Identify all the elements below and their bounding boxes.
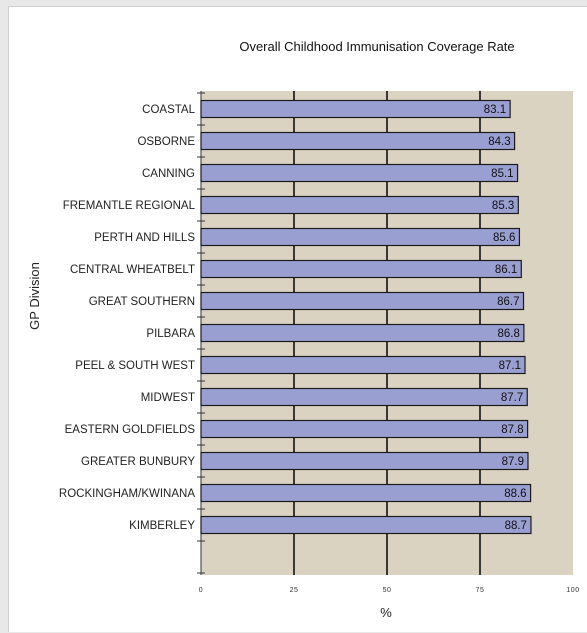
data-label: 88.7 [505,520,527,532]
bar-chart: Overall Childhood Immunisation Coverage … [27,39,579,620]
category-label: COASTAL [142,104,195,116]
x-tick-label: 100 [566,587,579,594]
x-tick-label: 25 [290,587,299,594]
bar [200,99,511,119]
bar [200,163,519,183]
data-label: 87.9 [502,456,524,468]
data-label: 85.1 [491,168,513,180]
category-label: PILBARA [146,328,195,340]
plot-area: COASTAL 83.1 OSBORNE 84.3 CANNING 85.1 FREMANT… [59,91,579,594]
data-label: 86.8 [498,328,520,340]
bar [200,291,525,311]
data-label: 88.6 [504,488,526,500]
x-tick-label: 50 [383,587,392,594]
chart-title: Overall Childhood Immunisation Coverage … [239,39,514,54]
data-label: 86.1 [495,264,517,276]
bar [200,419,529,439]
bar [200,259,522,279]
data-label: 87.7 [501,392,523,404]
bar [200,195,519,215]
y-axis-title: GP Division [27,262,42,330]
data-label: 86.7 [497,296,519,308]
x-tick-label: 0 [199,587,203,594]
x-tick-label: 75 [476,587,485,594]
category-label: KIMBERLEY [129,520,195,532]
bar [200,131,516,151]
chart-panel: Overall Childhood Immunisation Coverage … [8,6,587,632]
category-label: OSBORNE [137,136,195,148]
category-label: GREATER BUNBURY [81,456,195,468]
bar [200,451,529,471]
category-label: GREAT SOUTHERN [89,296,195,308]
data-label: 85.3 [492,200,514,212]
category-label: CANNING [142,168,195,180]
bar [200,227,521,247]
x-axis-title: % [380,605,392,620]
category-label: FREMANTLE REGIONAL [63,200,196,212]
bar [200,515,532,535]
data-label: 85.6 [493,232,515,244]
bar [200,483,532,503]
category-label: EASTERN GOLDFIELDS [65,424,196,436]
category-label: CENTRAL WHEATBELT [70,264,195,276]
data-label: 87.8 [501,424,523,436]
category-label: PERTH AND HILLS [94,232,195,244]
category-label: PEEL & SOUTH WEST [75,360,195,372]
data-label: 87.1 [499,360,521,372]
data-label: 83.1 [484,104,506,116]
data-label: 84.3 [488,136,510,148]
category-label: MIDWEST [141,392,195,404]
bar [200,323,525,343]
bar [200,387,528,407]
bar [200,355,526,375]
category-label: ROCKINGHAM/KWINANA [59,488,195,500]
